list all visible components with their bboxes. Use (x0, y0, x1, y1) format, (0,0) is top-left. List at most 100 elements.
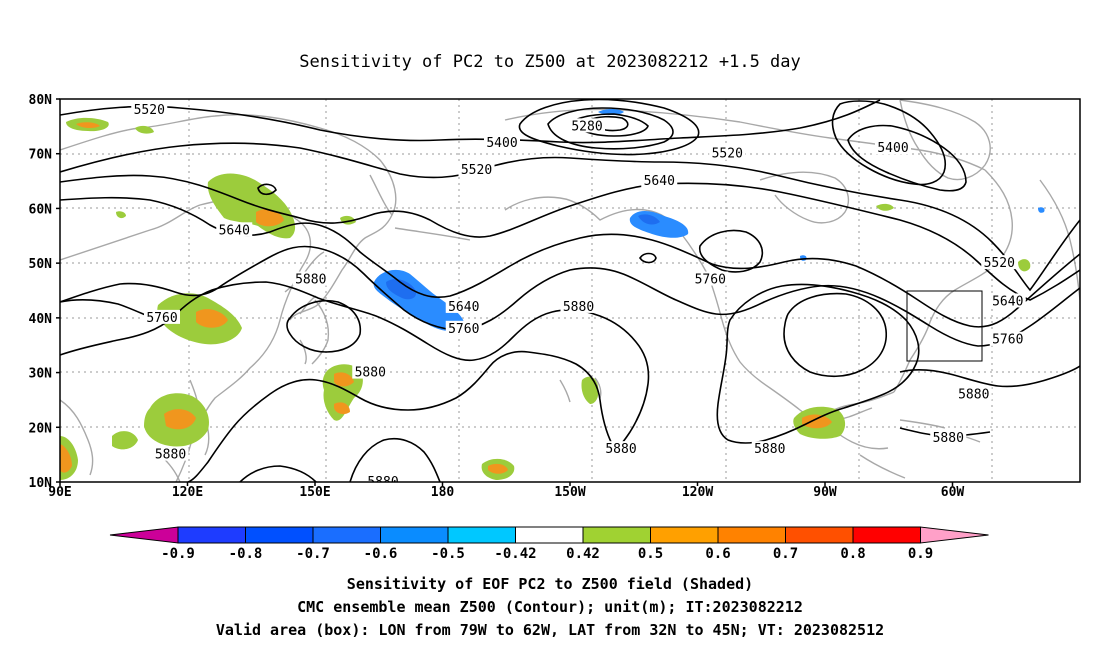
colorbar-cell (515, 526, 584, 544)
contour-label: 5880 (754, 442, 785, 457)
latitude-axis: 80N 70N 60N 50N 40N 30N 20N 10N (29, 93, 60, 491)
contour-label: 5520 (712, 147, 743, 162)
positive-sensitivity-core (196, 309, 228, 328)
contour-label-bg (989, 331, 1026, 346)
contour-label: 5400 (877, 141, 908, 156)
negative-sensitivity-core (386, 279, 417, 300)
colorbar-tick-label: -0.8 (229, 546, 263, 562)
colorbar-high-extend (920, 526, 989, 544)
contour-labels: 5520 5400 5280 5520 5520 5400 5640 5640 5880 5640… (131, 101, 1026, 490)
contour-label: 5880 (367, 475, 398, 490)
contour-label-bg (445, 320, 482, 335)
positive-sensitivity-core (334, 372, 354, 387)
contour-label: 5640 (219, 223, 250, 238)
contour-label-bg (569, 118, 605, 133)
lat-tick-label: 30N (29, 367, 53, 382)
positive-sensitivity-core (256, 209, 284, 227)
lon-tick-label: 120W (682, 485, 713, 500)
lon-tick-label: 150W (554, 485, 585, 500)
valid-area-box (906, 290, 983, 362)
lat-tick-label: 40N (29, 312, 53, 327)
contour-label: 5880 (355, 366, 386, 381)
contour-label-bg (484, 134, 520, 149)
contour-label: 5400 (486, 136, 517, 151)
contour-label: 5520 (984, 256, 1015, 271)
lon-tick-label: 60W (941, 485, 965, 500)
positive-sensitivity-core (802, 414, 832, 429)
colorbar-tick-label: -0.6 (364, 546, 398, 562)
positive-sensitivity-patch (112, 431, 138, 450)
contour-label-bg (955, 386, 992, 401)
contour-label-bg (216, 222, 253, 237)
contour-label-bg (152, 446, 189, 461)
contour-label-bg (603, 441, 639, 456)
lat-tick-label: 70N (29, 148, 53, 163)
colorbar-cell (852, 526, 921, 544)
contour-label: 5760 (992, 333, 1023, 348)
caption-line-1: Sensitivity of EOF PC2 to Z500 field (Sh… (347, 575, 753, 593)
figure-title: Sensitivity of PC2 to Z500 at 2023082212… (299, 52, 801, 72)
map-panel: 5520 5400 5280 5520 5520 5400 5640 5640 5880 5640… (59, 98, 1081, 490)
colorbar-cell (380, 526, 449, 544)
contour-label-bg (692, 271, 729, 286)
positive-sensitivity-patch (1018, 259, 1031, 272)
contour-label-bg (981, 255, 1018, 270)
contour-label-bg (709, 145, 746, 160)
colorbar-cell (582, 526, 651, 544)
lat-tick-label: 50N (29, 257, 53, 272)
negative-sensitivity-core (638, 214, 660, 225)
contour-label: 5880 (605, 442, 636, 457)
contour-label-bg (365, 474, 401, 482)
colorbar-cell (717, 526, 786, 544)
colorbar-cell (785, 526, 854, 544)
colorbar-tick-label: 0.7 (773, 546, 798, 562)
colorbar-cell (177, 526, 246, 544)
lat-tick-label: 80N (29, 93, 53, 108)
colorbar-tick-label: -0.7 (296, 546, 330, 562)
lat-tick-label: 10N (29, 476, 53, 491)
positive-sensitivity-core (60, 444, 72, 473)
lon-tick-label: 90W (813, 485, 837, 500)
colorbar-tick-label: 0.5 (638, 546, 663, 562)
contour-label: 5880 (295, 273, 326, 288)
contour-label: 5520 (461, 163, 492, 178)
contour-label: 5880 (563, 300, 594, 315)
contour-label: 5520 (134, 103, 165, 118)
contour-label-bg (292, 271, 329, 286)
positive-sensitivity-patch (581, 376, 599, 404)
lon-tick-label: 120E (172, 485, 203, 500)
colorbar-tick-label: -0.9 (161, 546, 195, 562)
contour-label-bg (989, 293, 1026, 308)
colorbar-tick-label: -0.5 (431, 546, 465, 562)
contour-label-bg (641, 173, 678, 188)
lat-tick-label: 20N (29, 421, 53, 436)
contour-label-bg (352, 364, 389, 379)
contour-label: 5640 (448, 300, 479, 315)
contour-label: 5880 (155, 448, 186, 463)
positive-sensitivity-patch (135, 125, 154, 134)
contour-label-bg (144, 309, 180, 324)
colorbar-cell (447, 526, 516, 544)
positive-sensitivity-core (488, 463, 508, 474)
contour-label: 5880 (933, 431, 964, 446)
negative-sensitivity-patch (629, 211, 689, 238)
lon-tick-label: 90E (48, 485, 71, 500)
contour-label: 5280 (571, 119, 602, 134)
colorbar-tick-label: 0.6 (705, 546, 730, 562)
contour-label-bg (131, 101, 168, 116)
colorbar: -0.9 -0.8 -0.7 -0.6 -0.5 -0.42 0.42 0.5 0.6 0.7 0.… (109, 526, 989, 562)
colorbar-tick-label: 0.8 (840, 546, 865, 562)
contour-label-bg (560, 298, 597, 313)
positive-sensitivity-core (334, 402, 350, 415)
contour-label-bg (930, 430, 967, 445)
sensitivity-shading (60, 109, 1045, 480)
colorbar-tick-label: 0.9 (908, 546, 933, 562)
colorbar-cell (245, 526, 314, 544)
positive-sensitivity-core (76, 122, 100, 129)
negative-sensitivity-patch (1038, 207, 1045, 213)
contour-label: 5880 (958, 387, 989, 402)
contour-label-bg (458, 162, 495, 177)
lon-tick-label: 150E (299, 485, 330, 500)
contour-label: 5760 (448, 322, 479, 337)
